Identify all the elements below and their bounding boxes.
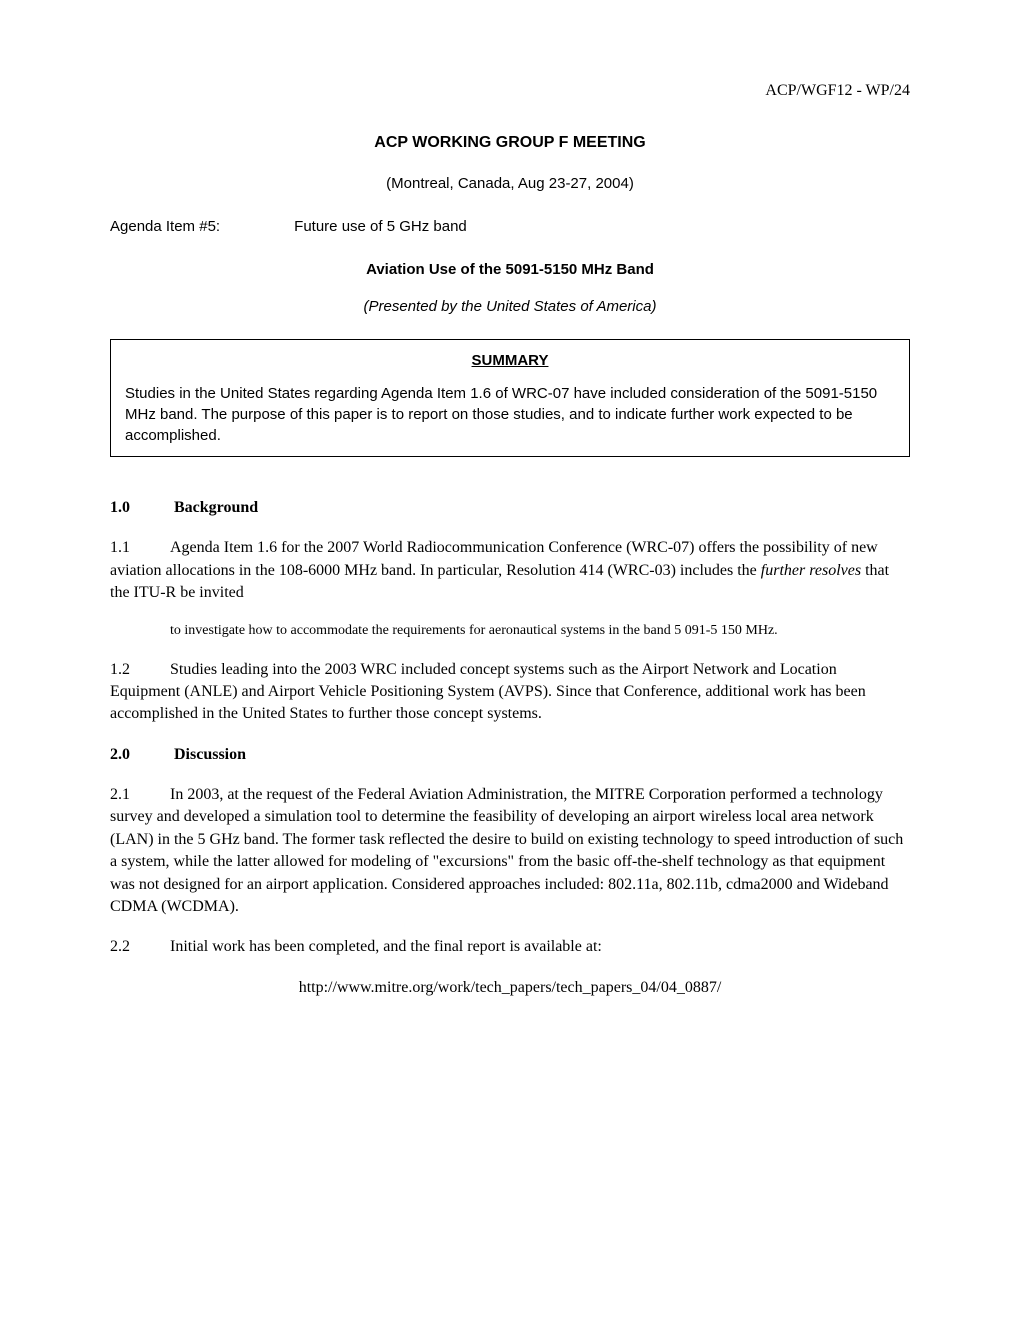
agenda-text: Future use of 5 GHz band [294,218,467,235]
paragraph-2-2: 2.2Initial work has been completed, and … [110,936,910,958]
paragraph-1-1: 1.1Agenda Item 1.6 for the 2007 World Ra… [110,537,910,604]
para-text: Studies leading into the 2003 WRC includ… [110,661,866,723]
agenda-line: Agenda Item #5: Future use of 5 GHz band [110,216,910,237]
para-number: 1.1 [110,537,170,559]
paper-title: Aviation Use of the 5091-5150 MHz Band [110,259,910,280]
para-text: In 2003, at the request of the Federal A… [110,786,903,915]
resolution-quote: to investigate how to accommodate the re… [170,622,850,640]
para-number: 2.1 [110,784,170,806]
paragraph-2-1: 2.1In 2003, at the request of the Federa… [110,784,910,918]
summary-heading: SUMMARY [125,350,895,371]
presented-by: (Presented by the United States of Ameri… [110,296,910,317]
section-number: 1.0 [110,497,170,519]
para-text: Initial work has been completed, and the… [170,938,602,955]
discussion-heading: 2.0 Discussion [110,744,910,766]
paragraph-1-2: 1.2Studies leading into the 2003 WRC inc… [110,659,910,726]
summary-text: Studies in the United States regarding A… [125,383,895,446]
para-italic: further resolves [761,562,861,579]
document-reference: ACP/WGF12 - WP/24 [110,80,910,102]
section-title: Background [174,499,258,516]
meeting-info: (Montreal, Canada, Aug 23-27, 2004) [110,173,910,194]
section-title: Discussion [174,746,246,763]
main-title: ACP WORKING GROUP F MEETING [110,132,910,154]
agenda-label: Agenda Item #5: [110,216,290,237]
section-number: 2.0 [110,744,170,766]
background-heading: 1.0 Background [110,497,910,519]
para-number: 2.2 [110,936,170,958]
summary-box: SUMMARY Studies in the United States reg… [110,339,910,457]
report-url: http://www.mitre.org/work/tech_papers/te… [110,977,910,999]
para-number: 1.2 [110,659,170,681]
